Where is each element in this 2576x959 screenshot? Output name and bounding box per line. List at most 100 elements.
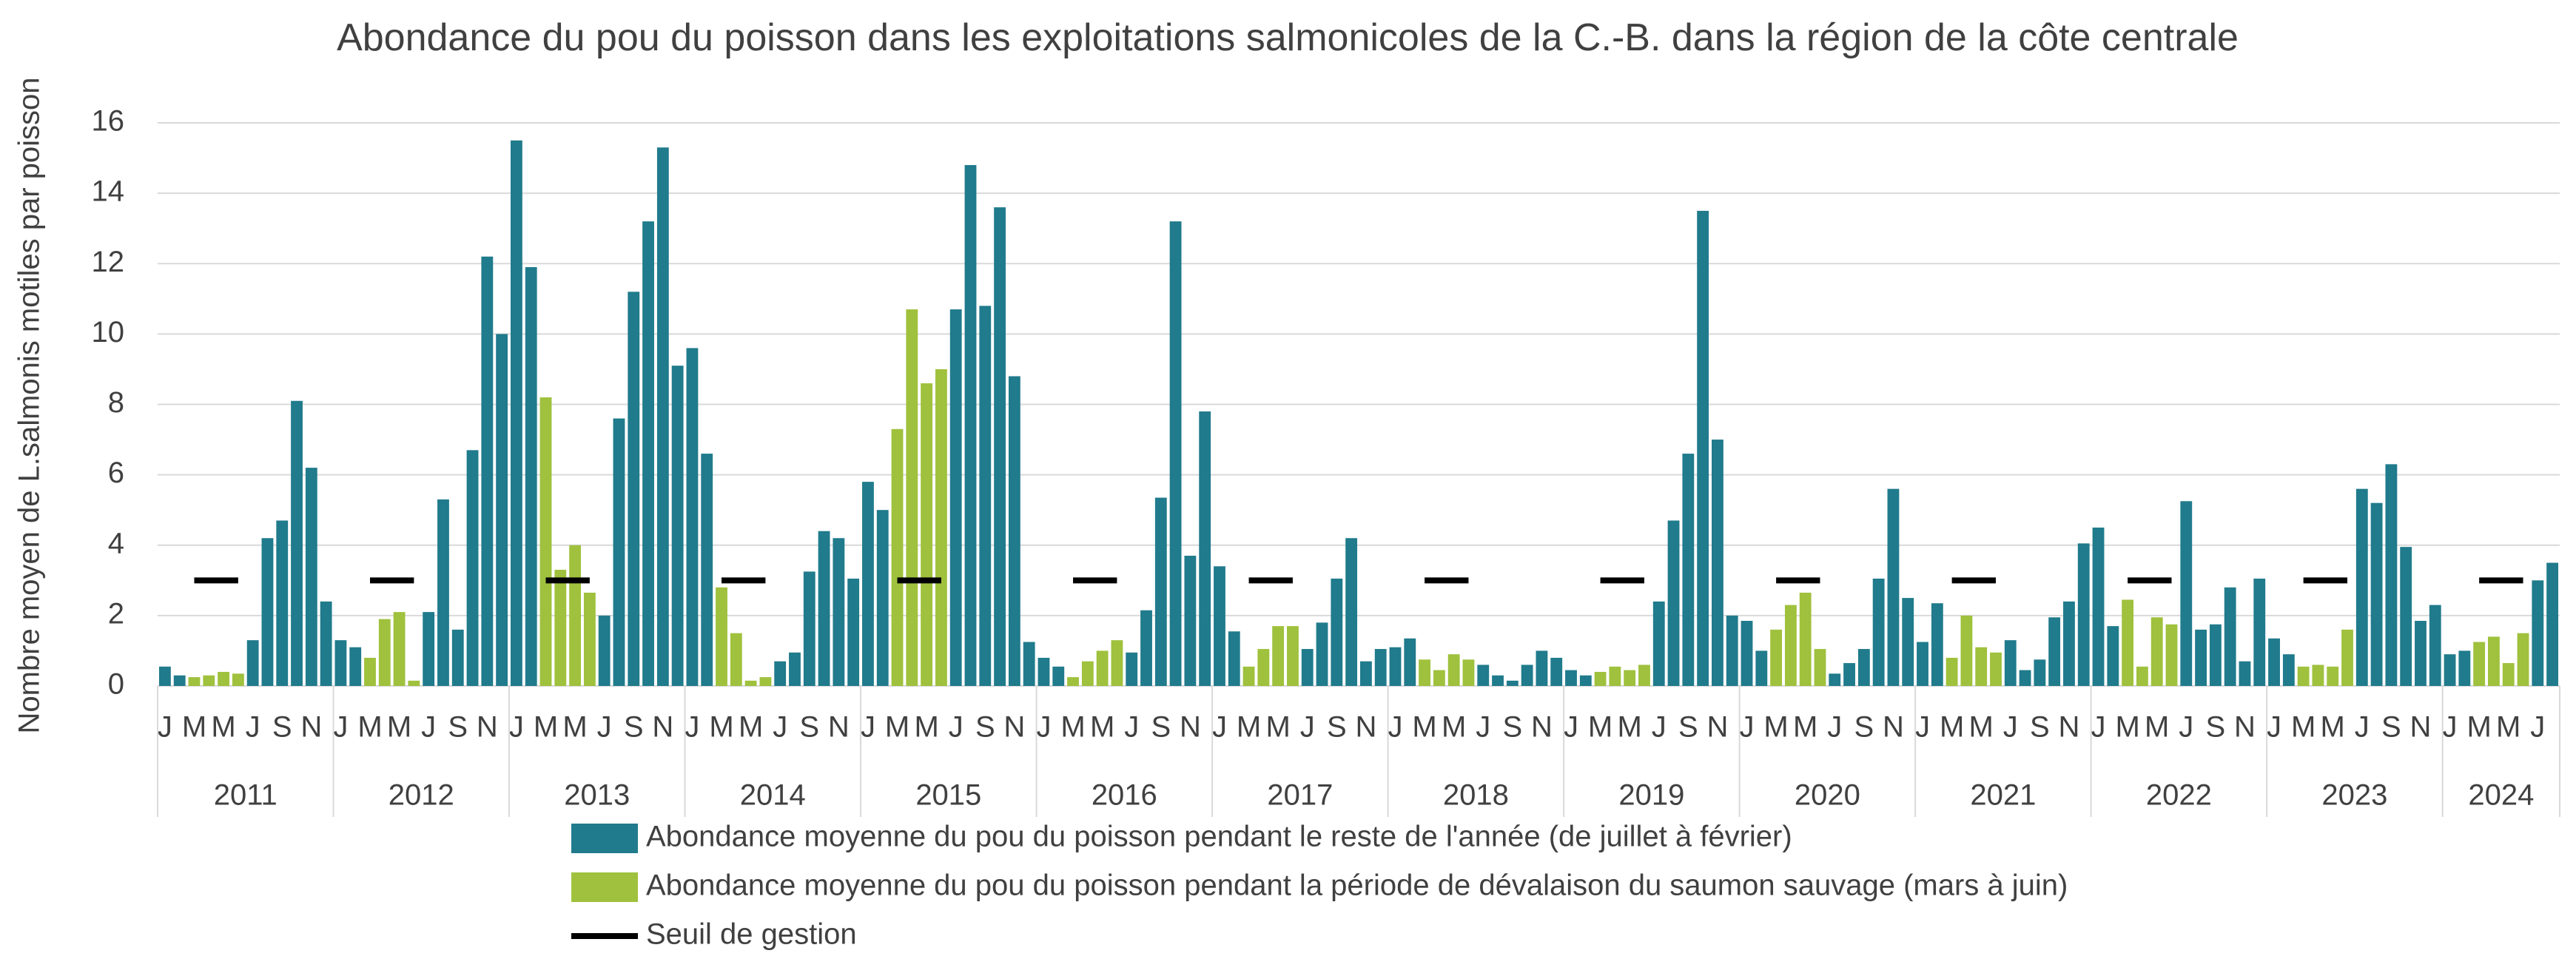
bar bbox=[1872, 578, 1885, 686]
bar bbox=[2180, 501, 2193, 686]
bar bbox=[701, 454, 713, 686]
bar bbox=[744, 680, 757, 686]
bar bbox=[2488, 636, 2500, 686]
bar bbox=[173, 675, 186, 686]
bar bbox=[1316, 622, 1328, 686]
bar bbox=[349, 647, 362, 686]
bar bbox=[2034, 659, 2046, 686]
bar bbox=[1359, 661, 1372, 686]
bar bbox=[2327, 666, 2339, 686]
bar bbox=[261, 538, 274, 686]
x-tick-label: J bbox=[1564, 711, 1578, 744]
x-tick-label: J bbox=[861, 711, 875, 744]
bar bbox=[803, 571, 815, 686]
bar bbox=[2239, 661, 2251, 686]
bar bbox=[2282, 654, 2295, 686]
y-tick-label: 4 bbox=[108, 527, 124, 559]
bar bbox=[1990, 652, 2002, 686]
bar bbox=[1799, 592, 1812, 686]
bar bbox=[2473, 642, 2486, 686]
x-tick-label: M bbox=[1618, 711, 1642, 744]
bar bbox=[2370, 502, 2383, 686]
x-tick-label: S bbox=[1678, 711, 1698, 744]
bar bbox=[964, 165, 977, 686]
bar bbox=[979, 306, 992, 686]
x-tick-label: J bbox=[421, 711, 436, 744]
x-tick-label: S bbox=[2381, 711, 2401, 744]
bar bbox=[2019, 670, 2031, 686]
x-tick-label: M bbox=[1763, 711, 1788, 744]
legend-label: Seuil de gestion bbox=[646, 918, 857, 951]
x-tick-label: J bbox=[2355, 711, 2370, 744]
bar bbox=[1462, 659, 1475, 686]
bar bbox=[2063, 601, 2075, 686]
x-tick-label: N bbox=[2410, 711, 2432, 744]
x-tick-label: S bbox=[2206, 711, 2226, 744]
x-tick-label: S bbox=[1151, 711, 1171, 744]
bar bbox=[423, 612, 435, 686]
bar bbox=[1536, 650, 1548, 686]
bar bbox=[1565, 670, 1577, 686]
bar bbox=[1579, 675, 1592, 686]
bar bbox=[466, 450, 479, 686]
x-tick-label: N bbox=[828, 711, 850, 744]
bar bbox=[935, 369, 947, 686]
x-tick-label: M bbox=[562, 711, 587, 744]
x-tick-label: J bbox=[1476, 711, 1490, 744]
x-tick-label: S bbox=[1327, 711, 1347, 744]
bar bbox=[1550, 657, 1563, 686]
bar bbox=[158, 666, 171, 686]
bar bbox=[759, 677, 772, 686]
bar bbox=[1404, 638, 1416, 686]
x-tick-label: J bbox=[2443, 711, 2458, 744]
x-tick-label: S bbox=[1854, 711, 1874, 744]
bar bbox=[671, 366, 684, 686]
bar bbox=[2502, 663, 2515, 686]
x-tick-label: J bbox=[1652, 711, 1667, 744]
x-tick-label: M bbox=[387, 711, 411, 744]
bar bbox=[774, 661, 787, 686]
x-group-label: 2019 bbox=[1618, 779, 1684, 812]
bar bbox=[2048, 617, 2061, 686]
x-tick-label: J bbox=[246, 711, 260, 744]
bar bbox=[1697, 210, 1709, 686]
x-tick-label: S bbox=[272, 711, 292, 744]
x-tick-label: J bbox=[158, 711, 172, 744]
bar bbox=[1814, 649, 1826, 686]
x-tick-label: J bbox=[2179, 711, 2193, 744]
y-tick-label: 0 bbox=[108, 668, 124, 701]
bar bbox=[1843, 663, 1855, 686]
bar bbox=[2268, 638, 2280, 686]
x-group-label: 2016 bbox=[1092, 779, 1157, 812]
bar bbox=[1008, 376, 1020, 686]
bar bbox=[1199, 411, 1211, 686]
bar bbox=[1067, 677, 1079, 686]
bar bbox=[1887, 488, 1900, 686]
bar bbox=[1111, 640, 1123, 686]
legend-symbol bbox=[571, 824, 638, 853]
bar bbox=[1301, 649, 1314, 686]
bar bbox=[730, 633, 742, 686]
bar bbox=[613, 418, 625, 686]
x-tick-label: J bbox=[1124, 711, 1139, 744]
x-tick-label: N bbox=[1180, 711, 1201, 744]
bar bbox=[1960, 615, 1973, 686]
bar bbox=[2107, 626, 2119, 686]
bar bbox=[1784, 605, 1797, 686]
bar bbox=[232, 673, 244, 686]
bar bbox=[1770, 629, 1783, 686]
bar bbox=[598, 615, 611, 686]
x-tick-label: J bbox=[949, 711, 964, 744]
x-tick-label: M bbox=[1969, 711, 1994, 744]
x-tick-label: M bbox=[211, 711, 235, 744]
bar bbox=[218, 671, 229, 686]
x-group-label: 2022 bbox=[2146, 779, 2212, 812]
bar bbox=[2400, 547, 2412, 686]
legend-label: Abondance moyenne du pou du poisson pend… bbox=[646, 869, 2068, 902]
x-group-label: 2017 bbox=[1267, 779, 1333, 812]
x-tick-label: J bbox=[509, 711, 524, 744]
x-tick-label: J bbox=[1827, 711, 1842, 744]
bar bbox=[2429, 605, 2441, 686]
bar bbox=[1154, 497, 1167, 686]
